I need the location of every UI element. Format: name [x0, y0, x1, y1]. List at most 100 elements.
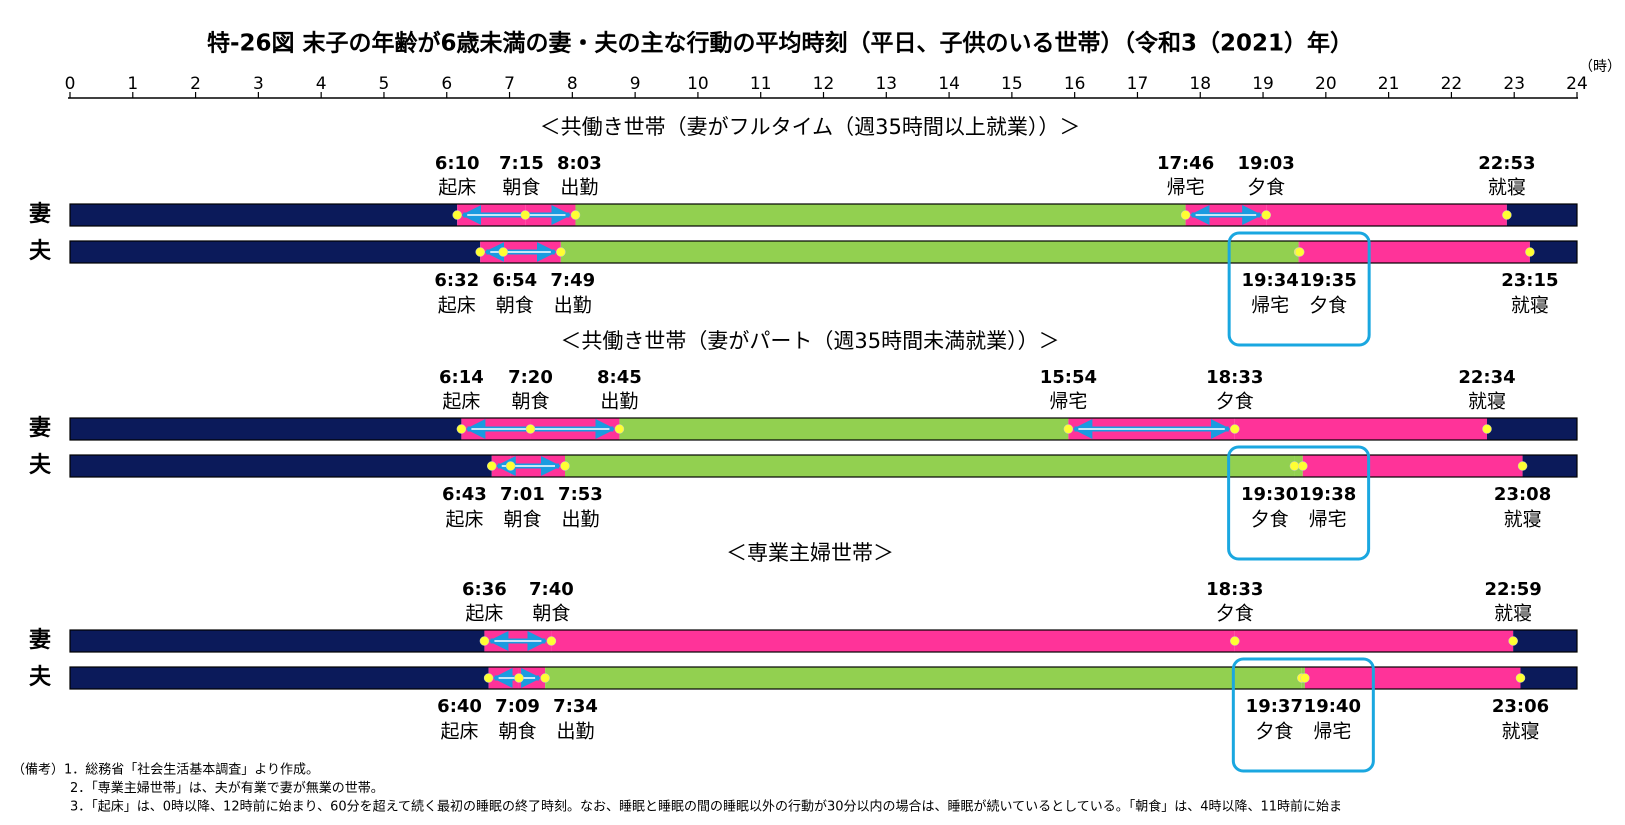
event-name: 帰宅 [1049, 391, 1087, 413]
event-dot [1300, 673, 1310, 683]
bar-segment [1299, 241, 1530, 263]
event-dot [570, 210, 581, 220]
bar-segment [70, 630, 485, 652]
bar-segment [1522, 455, 1577, 477]
x-tick-label: 23 [1503, 74, 1525, 94]
x-tick-label: 6 [441, 74, 452, 94]
panel-title: ＜共働き世帯（妻がフルタイム（週35時間以上就業））＞ [540, 115, 1081, 139]
x-tick-label: 5 [379, 74, 390, 94]
chart-title: 特-26図 末子の年齢が6歳未満の妻・夫の主な行動の平均時刻（平日、子供のいる世… [207, 30, 1353, 57]
event-time: 6:36 [462, 579, 507, 600]
event-name: 夕食 [1255, 721, 1293, 743]
x-tick-label: 17 [1127, 74, 1149, 94]
x-tick-label: 0 [65, 74, 76, 94]
event-name: 就寝 [1468, 391, 1506, 413]
event-dot [452, 210, 462, 220]
bar-segment [1266, 204, 1507, 226]
bar-segment [1302, 455, 1523, 477]
event-name: 就寝 [1494, 603, 1532, 625]
event-time: 19:37 [1246, 696, 1303, 717]
x-tick-label: 22 [1441, 74, 1463, 94]
event-time: 18:33 [1206, 367, 1263, 388]
event-dot [475, 247, 485, 257]
note: 2．「専業主婦世帯」は、夫が有業で妻が無業の世帯。 [70, 780, 384, 796]
x-tick-label: 10 [687, 74, 709, 94]
bar-segment [1234, 418, 1488, 440]
bar-segment [1487, 418, 1577, 440]
event-name: 起床 [442, 391, 480, 413]
bar-outline [69, 203, 1578, 227]
event-time: 22:59 [1485, 579, 1542, 600]
event-name: 夕食 [1216, 603, 1254, 625]
event-time: 6:40 [437, 696, 482, 717]
bar-outline [69, 629, 1578, 653]
event-dot [1289, 461, 1300, 471]
event-time: 19:40 [1304, 696, 1361, 717]
bar-segment [70, 204, 458, 226]
event-dot [514, 673, 524, 683]
x-tick-label: 24 [1566, 74, 1588, 94]
x-tick-label: 12 [813, 74, 835, 94]
highlight-box [1231, 657, 1375, 773]
event-dot [1298, 461, 1308, 471]
row-label: 夫 [29, 453, 52, 478]
event-name: 就寝 [1504, 509, 1542, 531]
event-name: 朝食 [532, 603, 570, 625]
x-tick-label: 7 [504, 74, 515, 94]
bar-segment [1520, 667, 1577, 689]
bar-segment [551, 630, 1235, 652]
event-name: 帰宅 [1309, 509, 1347, 531]
event-dot [1180, 210, 1191, 220]
row-label: 妻 [29, 627, 51, 653]
bar-segment [565, 455, 1295, 477]
bar-outline [69, 417, 1578, 441]
event-name: 帰宅 [1251, 295, 1289, 317]
event-time: 8:45 [597, 367, 642, 388]
event-name: 出勤 [600, 391, 638, 413]
event-dot [1482, 424, 1492, 434]
note: 3．「起床」は、0時以降、12時前に始まり、60分を超えて続く最初の睡眠の終了時… [70, 799, 1342, 815]
x-tick-label: 21 [1378, 74, 1400, 94]
event-dot [556, 247, 566, 257]
event-time: 7:40 [529, 579, 574, 600]
event-dot [520, 210, 530, 220]
x-tick-label: 2 [190, 74, 201, 94]
x-tick-label: 20 [1315, 74, 1337, 94]
x-tick-label: 3 [253, 74, 264, 94]
x-tick-label: 4 [316, 74, 327, 94]
event-name: 起床 [438, 177, 476, 199]
event-name: 出勤 [554, 295, 592, 317]
bar-segment [560, 241, 1299, 263]
event-name: 帰宅 [1167, 177, 1205, 199]
x-tick-label: 15 [1001, 74, 1023, 94]
note: （備考）1．総務省「社会生活基本調査」より作成。 [12, 762, 319, 778]
event-dot [525, 424, 536, 434]
event-dot [614, 424, 625, 434]
event-time: 19:35 [1299, 270, 1356, 291]
event-dot [1515, 673, 1526, 683]
x-tick-label: 19 [1252, 74, 1274, 94]
bar-segment [1304, 667, 1521, 689]
event-name: 夕食 [1251, 509, 1289, 531]
event-time: 6:54 [492, 270, 537, 291]
x-tick-label: 14 [938, 74, 960, 94]
event-time: 19:03 [1238, 153, 1295, 174]
event-name: 就寝 [1488, 177, 1526, 199]
event-time: 8:03 [557, 153, 602, 174]
event-name: 夕食 [1247, 177, 1285, 199]
bar-segment [1234, 630, 1514, 652]
event-name: 出勤 [560, 177, 598, 199]
event-time: 7:49 [550, 270, 595, 291]
event-name: 朝食 [503, 509, 541, 531]
bar-segment [1529, 241, 1577, 263]
event-dot [483, 673, 494, 683]
row-label: 夫 [29, 665, 52, 690]
event-dot [1261, 210, 1271, 220]
event-time: 22:53 [1478, 153, 1535, 174]
event-time: 23:08 [1494, 484, 1551, 505]
event-time: 6:43 [442, 484, 487, 505]
event-time: 19:34 [1241, 270, 1298, 291]
event-dot [487, 461, 497, 471]
event-time: 7:53 [558, 484, 603, 505]
x-tick-label: 11 [750, 74, 772, 94]
